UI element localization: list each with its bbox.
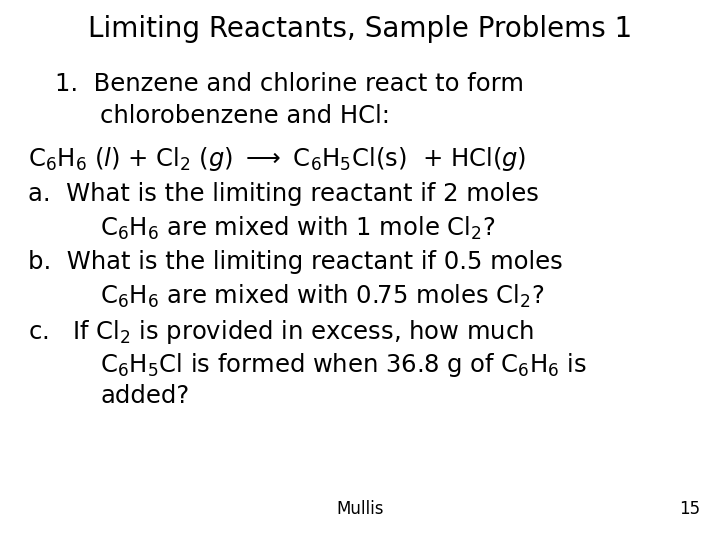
Text: chlorobenzene and HCl:: chlorobenzene and HCl: <box>100 104 390 128</box>
Text: $\mathsf{C_6H_6}$ $\it{(l)}$ + $\mathsf{Cl_2}$ $\it{(g)}$ $\longrightarrow$ $\ma: $\mathsf{C_6H_6}$ $\it{(l)}$ + $\mathsf{… <box>28 145 526 173</box>
Text: b.  What is the limiting reactant if 0.5 moles: b. What is the limiting reactant if 0.5 … <box>28 250 563 274</box>
Text: c.   If $\mathsf{Cl_2}$ is provided in excess, how much: c. If $\mathsf{Cl_2}$ is provided in exc… <box>28 318 534 346</box>
Text: 1.  Benzene and chlorine react to form: 1. Benzene and chlorine react to form <box>55 72 524 96</box>
Text: 15: 15 <box>679 500 700 518</box>
Text: $\mathsf{C_6H_6}$ are mixed with 0.75 moles $\mathsf{Cl_2}$?: $\mathsf{C_6H_6}$ are mixed with 0.75 mo… <box>100 283 544 310</box>
Text: a.  What is the limiting reactant if 2 moles: a. What is the limiting reactant if 2 mo… <box>28 182 539 206</box>
Text: Limiting Reactants, Sample Problems 1: Limiting Reactants, Sample Problems 1 <box>88 15 632 43</box>
Text: added?: added? <box>100 384 189 408</box>
Text: $\mathsf{C_6H_5Cl}$ is formed when 36.8 g of $\mathsf{C_6H_6}$ is: $\mathsf{C_6H_5Cl}$ is formed when 36.8 … <box>100 351 587 379</box>
Text: $\mathsf{C_6H_6}$ are mixed with 1 mole $\mathsf{Cl_2}$?: $\mathsf{C_6H_6}$ are mixed with 1 mole … <box>100 215 495 242</box>
Text: Mullis: Mullis <box>336 500 384 518</box>
